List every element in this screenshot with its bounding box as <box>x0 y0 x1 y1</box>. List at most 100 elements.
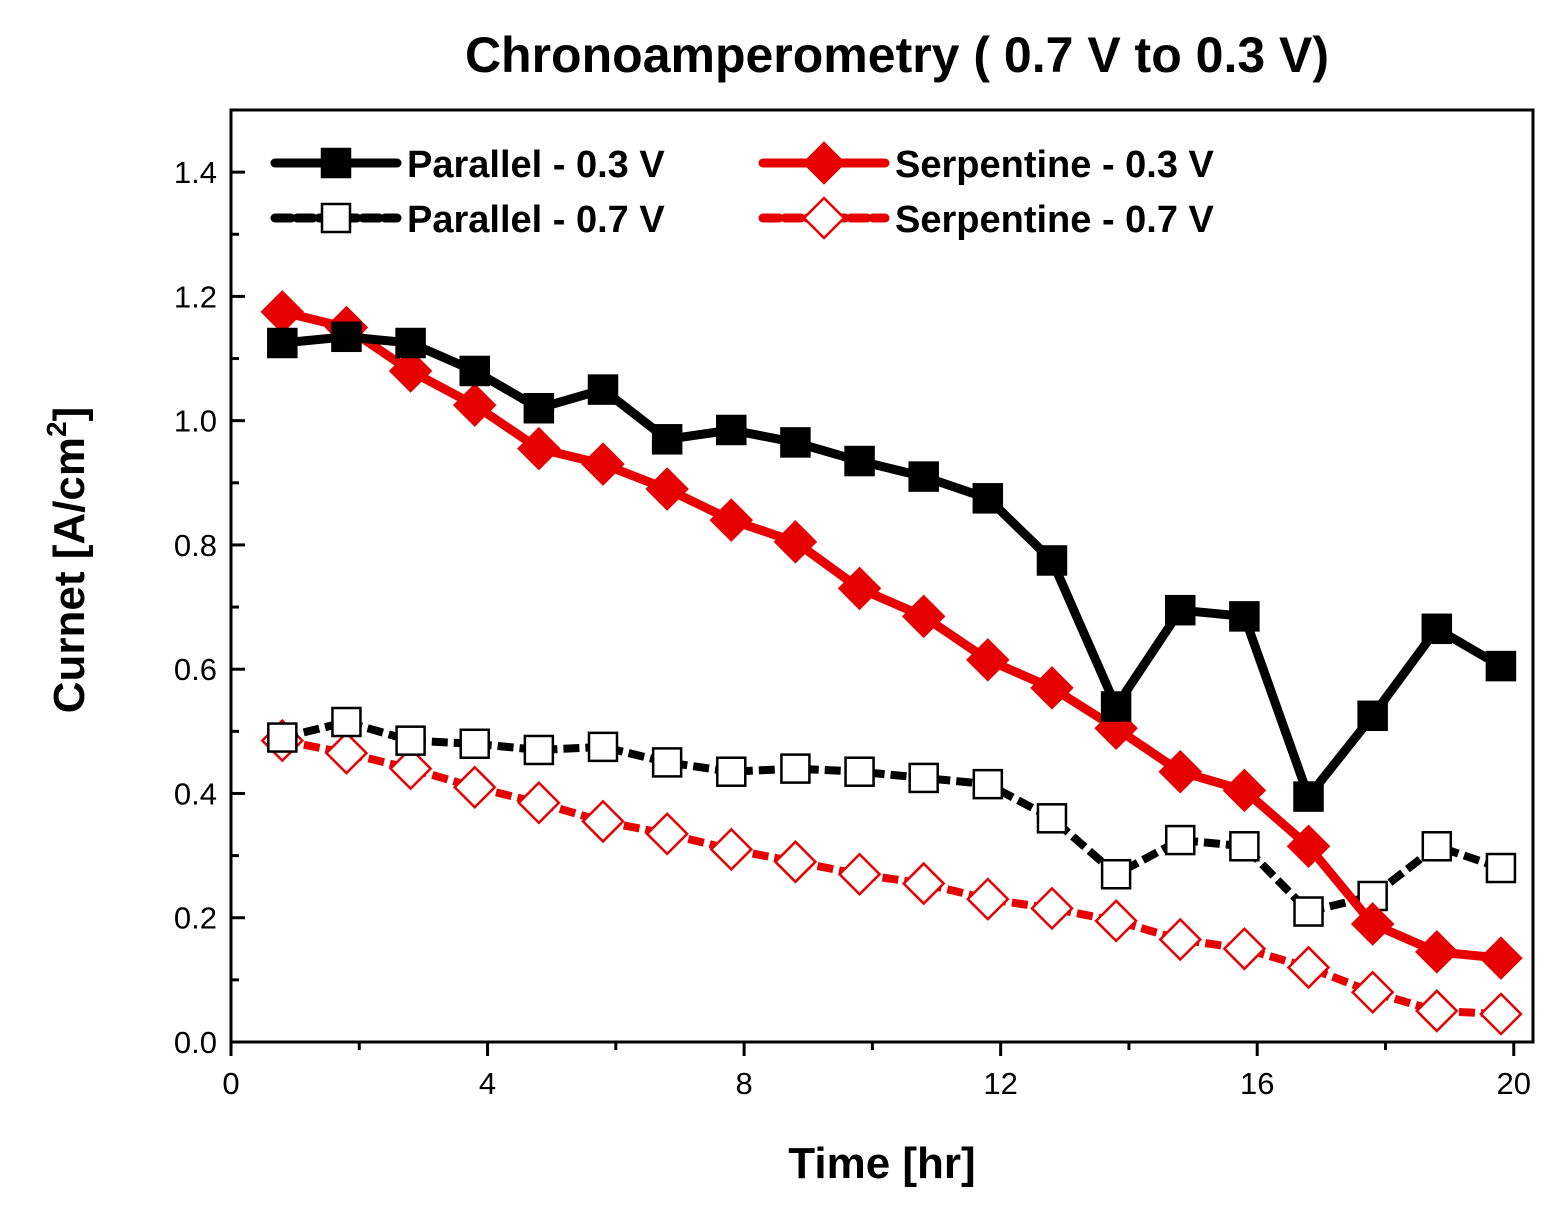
plot-area-frame <box>229 108 1535 1044</box>
legend-marker <box>802 196 846 240</box>
data-point <box>1421 831 1453 862</box>
data-point <box>1350 902 1395 946</box>
y-tick-label: 0.8 <box>174 528 217 563</box>
data-point <box>267 722 298 753</box>
data-point <box>1094 899 1138 943</box>
data-point <box>452 765 497 810</box>
data-point <box>966 638 1010 682</box>
x-tick-label: 16 <box>1240 1066 1274 1101</box>
data-point <box>901 861 946 906</box>
y-tick-label: 0.4 <box>174 776 217 811</box>
data-point <box>395 327 426 359</box>
data-point <box>331 706 362 738</box>
data-point <box>773 840 818 884</box>
data-point <box>1100 858 1132 890</box>
data-point <box>1415 989 1459 1033</box>
data-point <box>901 594 946 639</box>
data-point <box>1421 613 1453 645</box>
data-point <box>709 827 754 872</box>
x-tick-label: 8 <box>735 1066 752 1101</box>
data-point <box>523 734 555 766</box>
data-point <box>645 467 689 511</box>
x-tick-label: 12 <box>983 1066 1017 1101</box>
data-point <box>459 355 490 387</box>
data-point <box>1030 886 1074 931</box>
data-point <box>1222 927 1267 971</box>
data-point <box>388 746 433 791</box>
data-point <box>773 520 818 564</box>
data-point <box>709 498 754 542</box>
data-point <box>331 321 362 353</box>
data-point <box>1293 781 1324 812</box>
x-tick-label: 20 <box>1497 1066 1531 1101</box>
y-axis: 0.0 0.2 0.4 0.6 0.8 1.0 1.2 1.4 <box>174 155 245 1060</box>
data-point <box>1229 601 1260 632</box>
data-point <box>1036 803 1068 834</box>
x-axis: 0 4 8 12 16 20 <box>222 1042 1531 1101</box>
data-point <box>645 812 689 856</box>
data-point <box>1164 824 1196 856</box>
data-point <box>844 445 875 477</box>
data-point <box>587 731 619 763</box>
data-point <box>1030 666 1074 710</box>
legend-label: Serpentine - 0.7 V <box>895 199 1215 241</box>
data-point <box>837 566 882 611</box>
legend-marker <box>802 141 846 185</box>
data-point <box>1350 970 1395 1015</box>
data-point <box>716 414 747 446</box>
data-point <box>780 427 811 458</box>
data-point <box>1286 945 1331 990</box>
data-point <box>324 731 369 775</box>
chart-title: Chronoamperometry ( 0.7 V to 0.3 V) <box>465 27 1329 83</box>
data-point <box>517 781 561 825</box>
data-point <box>1222 768 1267 813</box>
data-point <box>1164 594 1196 626</box>
legend-marker <box>320 147 352 179</box>
legend: Parallel - 0.3 V Serpentine - 0.3 V Parall… <box>270 141 1215 241</box>
data-point <box>581 799 625 844</box>
data-point <box>1158 917 1203 962</box>
data-point <box>587 374 619 405</box>
data-point <box>780 753 811 784</box>
data-point <box>459 728 490 760</box>
data-point <box>581 442 625 486</box>
data-point <box>1485 650 1517 682</box>
series-layer <box>260 290 1523 1036</box>
y-tick-label: 1.0 <box>174 404 217 439</box>
y-axis-label-main: Curnet [A/cm <box>45 437 94 713</box>
y-tick-label: 0.2 <box>174 901 217 936</box>
y-axis-label-superscript: 2 <box>41 421 72 437</box>
data-point <box>908 762 939 794</box>
y-tick-label: 1.4 <box>174 155 217 190</box>
data-point <box>1415 930 1459 974</box>
legend-label: Parallel - 0.3 V <box>407 144 665 186</box>
y-tick-label: 0.0 <box>174 1025 217 1060</box>
x-axis-label: Time [hr] <box>788 1139 975 1188</box>
data-point <box>517 426 561 471</box>
data-point <box>388 349 433 393</box>
data-point <box>1100 691 1132 722</box>
legend-marker <box>320 202 352 234</box>
data-point <box>966 877 1010 921</box>
data-point <box>395 725 426 756</box>
y-tick-label: 0.6 <box>174 652 217 687</box>
data-point <box>908 461 939 492</box>
data-point <box>1479 992 1523 1036</box>
data-point <box>1158 749 1203 794</box>
data-point <box>716 756 747 787</box>
y-axis-label-close: ] <box>45 407 94 422</box>
legend-label: Serpentine - 0.3 V <box>895 144 1215 186</box>
data-point <box>972 483 1004 514</box>
data-point <box>972 768 1004 800</box>
x-tick-label: 4 <box>479 1066 496 1101</box>
data-point <box>260 290 305 334</box>
data-point <box>1229 831 1260 862</box>
data-point <box>1357 700 1388 732</box>
data-point <box>1286 824 1331 869</box>
data-point <box>523 392 555 424</box>
data-point <box>1293 896 1324 927</box>
data-point <box>844 756 875 787</box>
legend-label: Parallel - 0.7 V <box>407 199 665 241</box>
data-point <box>651 747 683 778</box>
